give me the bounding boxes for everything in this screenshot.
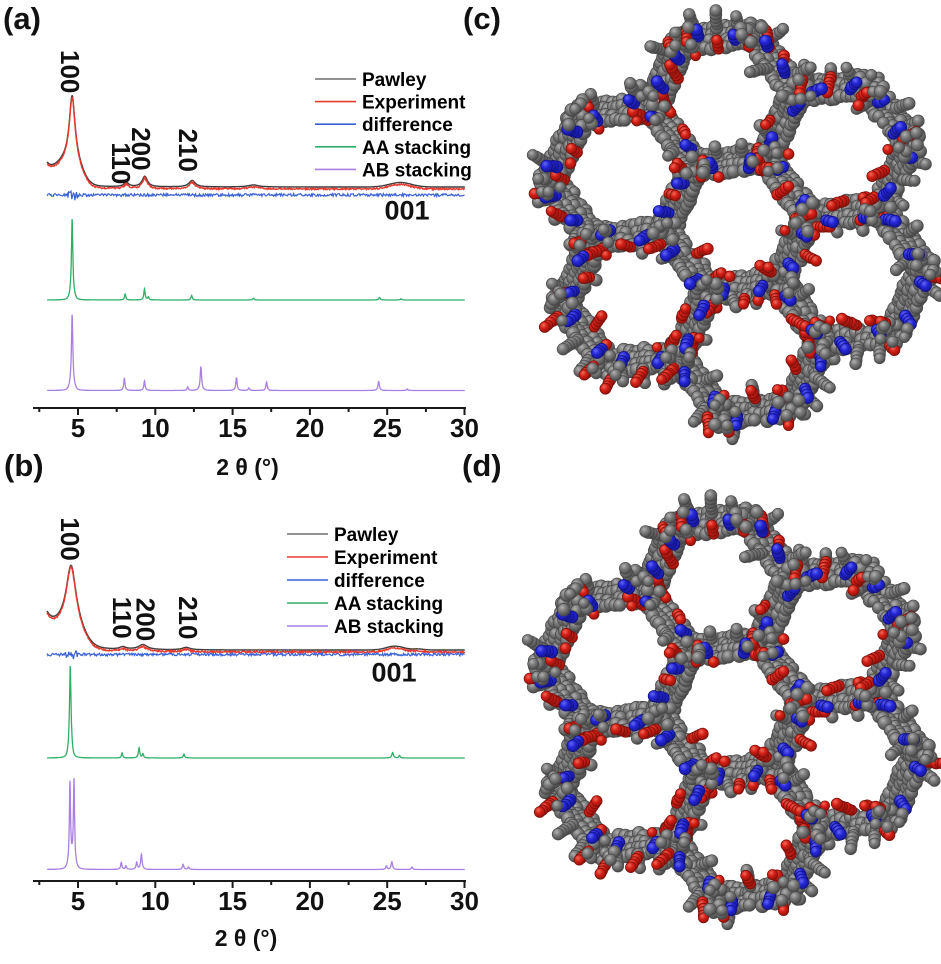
svg-text:100: 100 <box>55 50 85 93</box>
svg-text:001: 001 <box>384 195 429 225</box>
svg-text:20: 20 <box>295 413 324 443</box>
svg-text:210: 210 <box>173 129 203 172</box>
svg-text:200: 200 <box>131 598 161 641</box>
svg-text:2 θ (°): 2 θ (°) <box>215 925 278 951</box>
svg-text:100: 100 <box>55 517 85 560</box>
svg-text:(c): (c) <box>463 1 501 36</box>
svg-text:AA stacking: AA stacking <box>334 594 443 615</box>
svg-text:AB stacking: AB stacking <box>334 617 444 638</box>
svg-text:30: 30 <box>450 413 479 443</box>
svg-text:AB stacking: AB stacking <box>362 160 472 181</box>
svg-text:5: 5 <box>71 413 85 443</box>
svg-text:30: 30 <box>450 886 479 916</box>
svg-text:AA stacking: AA stacking <box>362 138 471 159</box>
svg-text:10: 10 <box>141 886 170 916</box>
svg-text:15: 15 <box>218 886 247 916</box>
svg-text:Pawley: Pawley <box>334 525 399 546</box>
svg-text:10: 10 <box>141 413 170 443</box>
svg-text:Experiment: Experiment <box>362 93 466 114</box>
svg-text:Experiment: Experiment <box>334 548 438 569</box>
svg-text:20: 20 <box>295 886 324 916</box>
svg-text:5: 5 <box>71 886 85 916</box>
svg-text:001: 001 <box>371 658 416 688</box>
svg-text:2 θ (°): 2 θ (°) <box>216 454 279 480</box>
svg-text:(a): (a) <box>3 1 41 36</box>
svg-text:difference: difference <box>362 115 453 136</box>
svg-text:(d): (d) <box>462 448 502 483</box>
svg-text:difference: difference <box>334 571 425 592</box>
svg-text:25: 25 <box>373 886 402 916</box>
svg-text:Pawley: Pawley <box>362 70 427 91</box>
svg-text:25: 25 <box>373 413 402 443</box>
svg-text:210: 210 <box>173 596 203 639</box>
svg-text:(b): (b) <box>4 448 44 483</box>
svg-text:200: 200 <box>126 127 156 170</box>
svg-text:15: 15 <box>218 413 247 443</box>
